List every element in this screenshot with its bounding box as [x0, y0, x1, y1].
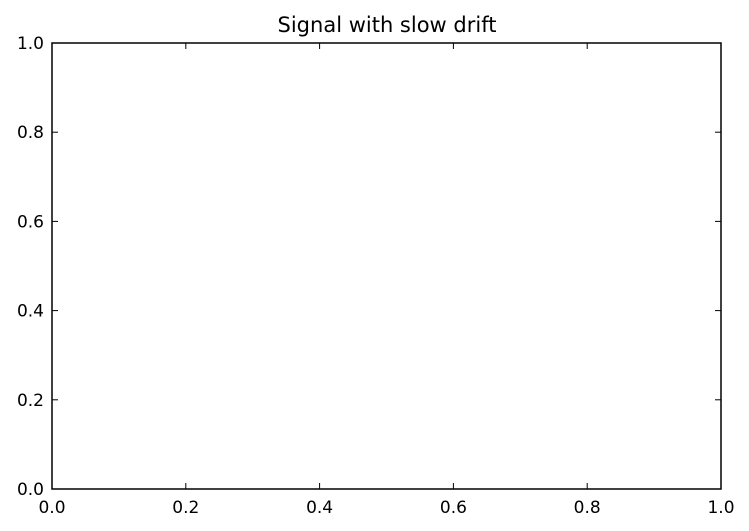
y-tick-label: 0.2 [17, 391, 44, 411]
chart-title: Signal with slow drift [278, 13, 497, 37]
x-tick-label: 0.4 [306, 498, 333, 518]
x-tick-label: 0.2 [172, 498, 199, 518]
x-tick-label: 1.0 [707, 498, 734, 518]
y-tick-label: 1.0 [17, 34, 44, 54]
x-tick-label: 0.8 [574, 498, 601, 518]
y-tick-label: 0.8 [17, 123, 44, 143]
y-tick-label: 0.6 [17, 212, 44, 232]
x-tick-label: 0.0 [38, 498, 65, 518]
y-tick-label: 0.4 [17, 302, 44, 322]
x-tick-label: 0.6 [440, 498, 467, 518]
plot-area: 0.0 0.2 0.4 0.6 0.8 1.0 0.0 0.2 0.4 0.6 0.8 1.0 [17, 34, 735, 518]
y-tick-label: 0.0 [17, 480, 44, 500]
axes-frame [51, 42, 722, 490]
